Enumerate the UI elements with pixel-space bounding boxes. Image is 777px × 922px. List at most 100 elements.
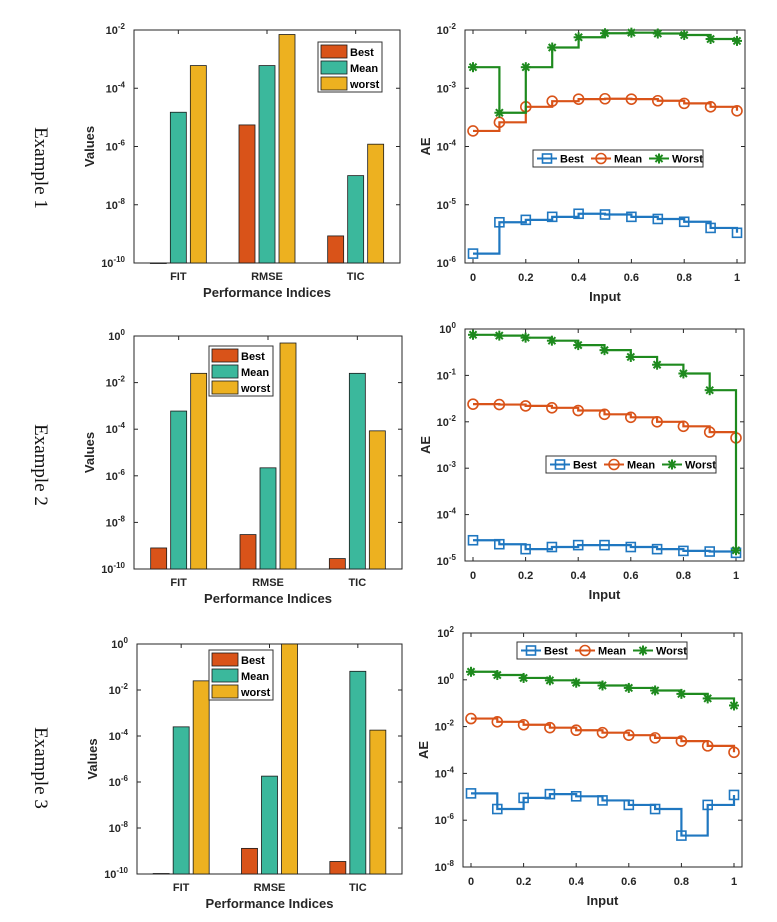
marker-square: [572, 539, 584, 551]
bar-best: [150, 547, 168, 570]
x-tick-label: 0.6: [621, 876, 636, 888]
x-tick-label: RMSE: [251, 271, 283, 283]
marker-asterisk: [492, 670, 503, 681]
legend-label: worst: [240, 687, 271, 699]
tick-exponent: -3: [449, 80, 457, 89]
y-axis-label: Values: [85, 738, 100, 779]
y-axis-label: Values: [82, 126, 97, 167]
y-tick-label: 10-4: [106, 80, 126, 95]
bar-best: [241, 847, 258, 875]
bar-worst: [369, 729, 387, 875]
bar-mean: [349, 670, 367, 875]
marker-circle: [546, 402, 558, 414]
x-tick-label: 0.8: [677, 272, 692, 284]
x-tick-label: 0.4: [571, 570, 587, 582]
tick-exponent: -4: [447, 765, 455, 774]
tick-base: 10: [435, 722, 447, 734]
marker-asterisk: [599, 345, 610, 356]
marker-asterisk: [650, 685, 661, 696]
legend-swatch-best: [211, 652, 239, 667]
tick-base: 10: [437, 628, 449, 640]
tick-base: 10: [101, 258, 113, 270]
y-tick-label: 100: [108, 328, 125, 343]
marker-square: [678, 216, 690, 228]
legend-label: Mean: [627, 460, 655, 472]
marker-asterisk: [623, 682, 634, 693]
legend-label: Best: [560, 154, 584, 166]
series-best: [467, 534, 742, 559]
marker-circle: [677, 420, 690, 433]
marker-square: [491, 803, 503, 815]
bar-mean: [170, 410, 188, 570]
tick-base: 10: [437, 417, 449, 429]
marker-asterisk: [654, 153, 664, 164]
asterisk-stroke: [677, 689, 686, 699]
series-worst: [468, 27, 742, 118]
x-tick-label: 0.6: [624, 272, 639, 284]
marker-square: [525, 645, 537, 656]
marker-asterisk: [571, 677, 582, 688]
tick-exponent: -2: [118, 375, 126, 384]
tick-base: 10: [111, 639, 123, 651]
bar-worst: [190, 372, 208, 570]
marker-asterisk: [466, 666, 476, 677]
bar-best: [329, 861, 347, 875]
tick-base: 10: [437, 142, 449, 154]
y-tick-label: 10-2: [437, 414, 457, 429]
row-label-2: Example 2: [30, 424, 51, 506]
tick-exponent: -5: [449, 197, 457, 206]
y-tick-label: 10-6: [437, 255, 457, 270]
tick-base: 10: [435, 768, 447, 780]
asterisk-stroke: [547, 43, 557, 52]
marker-circle: [467, 398, 479, 410]
tick-exponent: -2: [447, 719, 455, 728]
marker-asterisk: [652, 359, 663, 370]
x-tick-label: 1: [733, 570, 739, 582]
y-tick-label: 100: [437, 672, 454, 687]
x-axis-label: Input: [589, 289, 621, 304]
marker-circle: [595, 152, 607, 165]
legend-label: worst: [240, 383, 271, 395]
asterisk-stroke: [495, 108, 504, 117]
marker-asterisk: [468, 62, 478, 73]
asterisk-stroke: [654, 154, 664, 163]
tick-base: 10: [108, 331, 120, 343]
bar-best: [328, 558, 346, 570]
marker-asterisk: [704, 385, 715, 396]
tick-base: 10: [439, 324, 451, 336]
legend-swatch-best: [320, 44, 348, 59]
marker-asterisk: [625, 351, 636, 362]
bar-chart-ex2-bar: FIT RMSE TIC10-1010-810-610-410-2100Perfor…: [82, 328, 403, 606]
marker-square: [520, 543, 531, 555]
asterisk-stroke: [598, 681, 607, 690]
tick-exponent: 0: [450, 672, 455, 681]
marker-circle: [517, 718, 530, 731]
x-axis-label: Performance Indices: [204, 591, 332, 606]
line-chart-ex3-line: 0 0.2 0.4 0.6 0.8 110-810-610-410-2100102Inpu…: [416, 625, 743, 908]
bar-mean: [347, 175, 365, 264]
tick-base: 10: [106, 378, 118, 390]
tick-exponent: -1: [449, 367, 457, 376]
marker-asterisk: [573, 32, 584, 43]
marker-asterisk: [667, 459, 677, 470]
x-tick-label: 0.6: [623, 570, 638, 582]
y-tick-label: 10-6: [106, 468, 126, 483]
legend-box: [532, 149, 704, 168]
marker-circle: [572, 93, 585, 105]
asterisk-stroke: [627, 28, 636, 37]
tick-base: 10: [109, 731, 121, 743]
tick-exponent: -6: [449, 255, 457, 264]
bar-mean: [169, 111, 187, 264]
tick-base: 10: [437, 510, 449, 522]
x-axis-label: Input: [589, 587, 621, 602]
x-tick-label: 0.2: [518, 272, 533, 284]
y-tick-label: 10-6: [106, 139, 126, 154]
marker-square: [625, 541, 637, 553]
marker-square: [465, 788, 477, 799]
legend-label: Best: [241, 351, 265, 363]
tick-base: 10: [437, 83, 449, 95]
asterisk-stroke: [519, 673, 528, 683]
y-tick-label: 100: [111, 636, 128, 651]
bar-best: [238, 124, 256, 264]
asterisk-stroke: [495, 331, 504, 340]
